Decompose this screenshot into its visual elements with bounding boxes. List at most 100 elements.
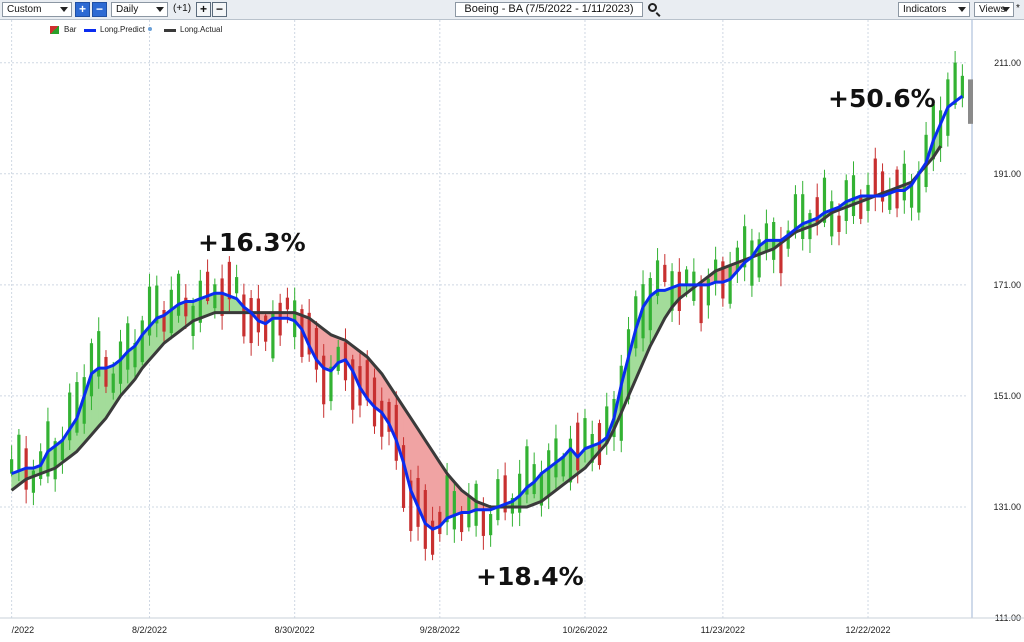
candle-bull [953, 62, 957, 105]
legend-item-actual: Long.Actual [164, 24, 223, 36]
candle-bear [227, 261, 231, 300]
candle-bear [264, 315, 268, 342]
layout-select[interactable]: Custom [2, 2, 72, 17]
candle-bull [474, 483, 478, 526]
candle-bull [235, 277, 239, 294]
candle-bull [561, 457, 565, 477]
candle-bull [583, 418, 587, 450]
candle-bear [459, 514, 464, 533]
offset-label: (+1) [173, 3, 192, 14]
candle-bull [655, 260, 660, 296]
info-dot-icon [147, 27, 152, 31]
candle-bear [438, 511, 442, 535]
chevron-down-icon [156, 7, 164, 12]
candle-bear [242, 294, 246, 337]
candle-bear [663, 264, 667, 282]
candle-bear [372, 377, 377, 427]
annotation-gain-2: +18.4% [476, 562, 584, 591]
y-tick-label: 131.00 [993, 502, 1021, 512]
candle-bull [568, 438, 573, 483]
candle-bull [147, 286, 152, 336]
candle-bear [721, 261, 725, 299]
candle-bull [518, 473, 522, 513]
toolbar: Custom + − Daily (+1) + − Boeing - BA (7… [0, 0, 1024, 20]
candle-bull [960, 75, 964, 99]
candle-bear [314, 328, 319, 370]
candle-bear [423, 490, 427, 549]
period-select[interactable]: Daily [111, 2, 168, 17]
annotation-gain-3: +50.6% [828, 84, 936, 113]
candle-bull [140, 320, 144, 363]
candle-bear [387, 401, 391, 432]
views-label: Views [979, 4, 1006, 15]
zoom-in-button[interactable]: + [75, 2, 90, 17]
chevron-down-icon [958, 7, 966, 12]
candle-bull [801, 194, 805, 240]
price-chart[interactable]: 111.00131.00151.00171.00191.00211.00/202… [0, 20, 1024, 642]
search-icon[interactable] [648, 3, 657, 12]
candle-bear [481, 510, 485, 536]
candle-bull [547, 450, 551, 496]
x-tick-label: /2022 [12, 625, 35, 635]
candle-bear [285, 297, 290, 310]
candle-bear [430, 520, 435, 555]
chart-title[interactable]: Boeing - BA (7/5/2022 - 1/11/2023) [455, 2, 643, 17]
zoom-out-button[interactable]: − [92, 2, 107, 17]
annotation-gain-1: +16.3% [198, 228, 306, 257]
candle-bull [31, 470, 36, 493]
candle-bear [503, 475, 507, 513]
legend-item-predict: Long.Predict [84, 24, 152, 36]
indicators-label: Indicators [903, 4, 947, 15]
candle-bull [684, 269, 689, 286]
candle-bear [873, 158, 877, 198]
legend-label-actual: Long.Actual [180, 25, 223, 34]
candle-bear [394, 404, 398, 461]
candle-bull [532, 464, 536, 495]
candle-bear [256, 298, 260, 333]
y-tick-label: 171.00 [993, 280, 1021, 290]
x-tick-label: 8/2/2022 [132, 625, 167, 635]
price-scroll-handle[interactable] [968, 79, 973, 124]
candle-bull [213, 284, 217, 309]
candle-bull [489, 514, 493, 536]
candle-bull [735, 247, 739, 272]
candle-bull [909, 182, 914, 208]
candle-bull [75, 382, 79, 433]
candle-bear [249, 297, 253, 344]
candle-bull [634, 296, 638, 349]
indicators-select[interactable]: Indicators [898, 2, 970, 17]
offset-minus-button[interactable]: − [212, 2, 227, 17]
candle-bull [336, 346, 340, 371]
candle-bull [133, 342, 137, 368]
chevron-down-icon [1002, 7, 1010, 12]
candle-bull [670, 271, 674, 311]
series-line-long-actual [10, 145, 942, 509]
candle-bull [750, 240, 754, 286]
chevron-down-icon [60, 7, 68, 12]
candle-bull [271, 313, 275, 359]
views-select[interactable]: Views [974, 2, 1014, 17]
candle-bull [931, 104, 935, 160]
candle-bull [728, 265, 732, 304]
candle-bear [307, 312, 311, 355]
layout-select-value: Custom [7, 4, 42, 15]
candle-bear [205, 271, 210, 302]
series-line-long-predict [11, 94, 964, 531]
candle-bull [198, 280, 202, 323]
candle-bear [576, 422, 580, 471]
candle-bear [699, 284, 703, 324]
candle-bull [452, 491, 456, 530]
candle-bull [706, 278, 710, 306]
x-tick-label: 12/22/2022 [845, 625, 890, 635]
candle-bear [401, 445, 406, 508]
candle-bear [880, 171, 885, 202]
candle-bull [793, 194, 798, 234]
candle-bull [97, 331, 101, 377]
y-tick-label: 211.00 [994, 58, 1021, 68]
offset-plus-button[interactable]: + [196, 2, 211, 17]
candle-bull [822, 177, 827, 223]
pin-label[interactable]: * [1016, 3, 1020, 14]
bar-swatch-icon [50, 26, 59, 34]
candle-bear [322, 355, 326, 405]
candle-bull [902, 163, 906, 201]
